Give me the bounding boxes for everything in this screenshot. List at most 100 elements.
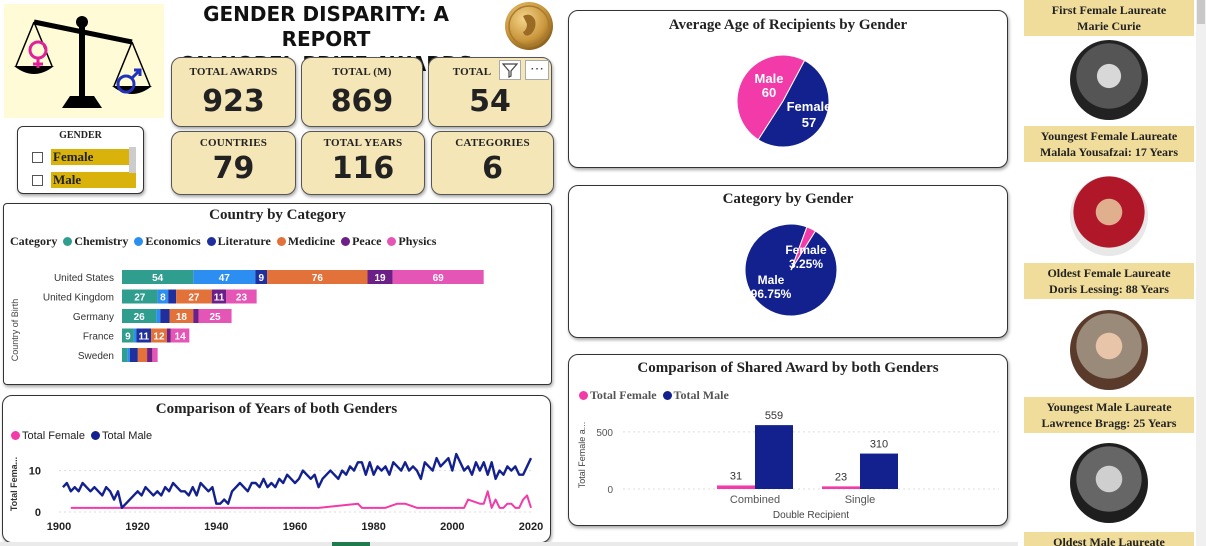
male-symbol-icon: [116, 68, 142, 94]
slicer-option-female[interactable]: Female: [32, 149, 136, 165]
shared-award-bar-chart: Total Female a... 0 500 31 559 Combined 23 310 S…: [577, 410, 999, 521]
bar-data-label: 14: [175, 332, 187, 343]
bar-segment-economics: [127, 348, 130, 362]
card-title: Comparison of Years of both Genders: [155, 401, 398, 417]
bar-data-label: 27: [188, 293, 200, 304]
bar-segment-economics: [133, 328, 137, 343]
slicer-option-label: Female: [51, 149, 136, 165]
years-comparison-card: Comparison of Years of both Genders Tota…: [2, 395, 551, 543]
bar-segment-medicine: [267, 270, 368, 284]
page-tab-strip: [0, 542, 1018, 546]
average-age-card: Average Age of Recipients by Gender Male…: [568, 10, 1008, 168]
slicer-option-male[interactable]: Male: [32, 172, 136, 188]
slicer-option-label: Male: [51, 172, 136, 188]
bar-data-label: 26: [134, 312, 146, 323]
laureate-name: Marie Curie: [1077, 19, 1141, 33]
bar-segment-medicine: [137, 348, 148, 362]
bar-segment-literature: [160, 309, 170, 323]
lawrence-bragg-portrait: [1070, 443, 1148, 523]
card-title: Comparison of Shared Award by both Gende…: [637, 360, 939, 376]
bar-data-label: 76: [312, 273, 324, 284]
x-tick-label: 1960: [283, 521, 307, 533]
laureate-heading: Youngest Female Laureate: [1040, 129, 1178, 143]
report-title: GENDER DISPARITY: A REPORT ON NOBEL PRIZ…: [166, 2, 486, 77]
bar-segment-medicine: [151, 328, 167, 343]
female-symbol-icon: [28, 40, 48, 68]
malala-yousafzai-portrait: [1070, 176, 1148, 256]
filter-icon[interactable]: [499, 60, 521, 80]
slice-value-female: 57: [802, 115, 816, 130]
shared-legend: Total Female Total Male: [579, 388, 729, 403]
kpi-total-male: TOTAL (M) 869: [301, 57, 423, 127]
scale-logo: [4, 4, 164, 118]
country-tick-label: Germany: [73, 312, 114, 323]
bar-data-label: 310: [870, 439, 888, 451]
nobel-medal-icon: [503, 0, 555, 52]
bar-total-male: [755, 425, 793, 489]
bar-segment-peace: [166, 328, 171, 343]
bar-segment-peace: [367, 270, 393, 284]
bar-segment-physics: [152, 348, 158, 362]
x-tick-label: Single: [845, 494, 876, 506]
bar-total-male: [860, 453, 898, 489]
slicer-scrollbar[interactable]: [129, 147, 136, 173]
checkbox[interactable]: [32, 174, 43, 186]
card-title: Average Age of Recipients by Gender: [668, 17, 908, 33]
category-legend: Category Chemistry Economics Literature …: [10, 234, 436, 249]
legend-item: Medicine: [276, 234, 335, 249]
laureate-panel: First Female Laureate Marie Curie Younge…: [1018, 0, 1206, 546]
kpi-label: TOTAL YEARS: [323, 137, 403, 149]
bar-segment-chemistry: [122, 309, 157, 323]
legend-item: Economics: [134, 234, 201, 249]
country-bar-chart: Country of Birth United States 54 47 9 76 19 69…: [10, 270, 484, 362]
y-axis-title: Total Female a...: [577, 422, 587, 489]
bar-segment-medicine: [169, 309, 194, 323]
bar-data-label: 69: [433, 273, 445, 284]
checkbox[interactable]: [32, 151, 43, 163]
kpi-label: TOTAL AWARDS: [189, 66, 278, 78]
laureate-card-oldest-male: Oldest Male Laureate: [1024, 532, 1194, 546]
kpi-value: 79: [212, 151, 255, 186]
bar-data-label: 9: [258, 273, 264, 284]
slice-label-male: Male: [758, 273, 785, 287]
bar-segment-physics: [170, 328, 190, 343]
kpi-total-awards: TOTAL AWARDS 923: [171, 57, 296, 127]
laureate-card-oldest-female: Oldest Female Laureate Doris Lessing: 88…: [1024, 263, 1194, 299]
report-title-line1: GENDER DISPARITY: A REPORT: [203, 2, 449, 51]
panel-scrollbar[interactable]: [1196, 0, 1206, 546]
active-page-tab[interactable]: [332, 542, 370, 546]
slice-value-male: 96.75%: [751, 287, 792, 301]
y-axis-title: Total Fema...: [9, 457, 19, 511]
legend-title: Category: [10, 234, 58, 248]
bar-segment-physics: [198, 309, 232, 323]
kpi-value: 6: [482, 151, 503, 186]
slice-label-male: Male: [755, 71, 784, 86]
bar-segment-peace: [193, 309, 199, 323]
country-tick-label: United States: [54, 273, 114, 284]
laureate-name: Lawrence Bragg: 25 Years: [1041, 416, 1177, 430]
kpi-categories: CATEGORIES 6: [431, 131, 554, 195]
kpi-total-years: TOTAL YEARS 116: [301, 131, 425, 195]
slice-label-female: Female: [787, 99, 832, 114]
bar-segment-literature: [168, 289, 177, 304]
bar-segment-physics: [392, 270, 484, 284]
bar-data-label: 23: [835, 471, 847, 483]
x-tick-label: 2000: [440, 521, 464, 533]
country-by-category-card: Country by Category Category Chemistry E…: [3, 203, 552, 385]
bar-data-label: 11: [138, 332, 149, 343]
more-options-icon[interactable]: ⋯: [525, 60, 549, 80]
bar-data-label: 47: [219, 273, 231, 284]
laureate-name: Malala Yousafzai: 17 Years: [1039, 145, 1179, 159]
bar-data-label: 27: [134, 293, 146, 304]
bar-segment-economics: [157, 289, 169, 304]
pie-slice-female: [736, 54, 806, 141]
panel-scrollbar-thumb[interactable]: [1197, 0, 1205, 24]
slicer-title: GENDER: [59, 130, 102, 141]
bar-data-label: 11: [214, 293, 225, 304]
legend-item: Literature: [206, 234, 271, 249]
series-line-total-male: [62, 452, 533, 510]
country-tick-label: Sweden: [78, 351, 114, 362]
kpi-label: TOTAL: [452, 66, 492, 78]
